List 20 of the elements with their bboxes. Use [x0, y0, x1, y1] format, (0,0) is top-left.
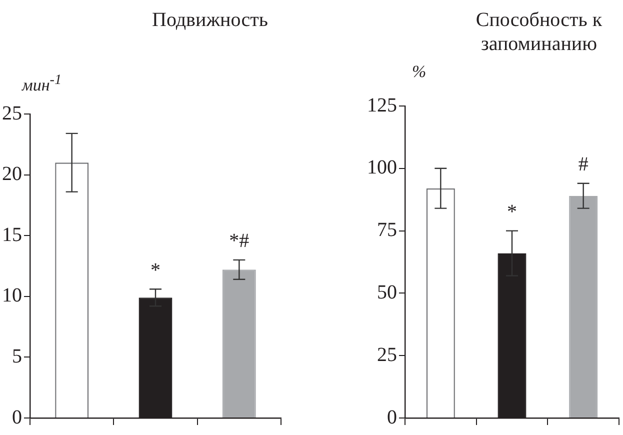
data-label: * — [150, 259, 160, 282]
y-axis-title: % — [412, 62, 426, 82]
chart-title: Способность к запоминанию — [474, 8, 604, 56]
y-tick-label: 50 — [377, 281, 397, 304]
y-tick-label: 0 — [387, 406, 397, 428]
data-label: * — [507, 201, 517, 224]
y-tick-label: 15 — [2, 224, 22, 246]
y-tick-label: 75 — [377, 219, 397, 242]
y-tick-label: 10 — [2, 284, 22, 307]
y-tick-label: 20 — [2, 163, 22, 186]
chart-title: Подвижность — [151, 8, 269, 32]
data-label: *# — [229, 230, 250, 252]
data-label: # — [578, 154, 588, 176]
y-axis-title: мин$^{-1}$ — [22, 72, 62, 96]
y-tick-label: 25 — [377, 344, 397, 366]
y-tick-label: 0 — [12, 406, 22, 428]
y-tick-label: 125 — [367, 94, 397, 116]
y-tick-label: 25 — [2, 102, 22, 124]
y-tick-label: 100 — [367, 156, 397, 179]
y-tick-label: 5 — [12, 345, 22, 368]
